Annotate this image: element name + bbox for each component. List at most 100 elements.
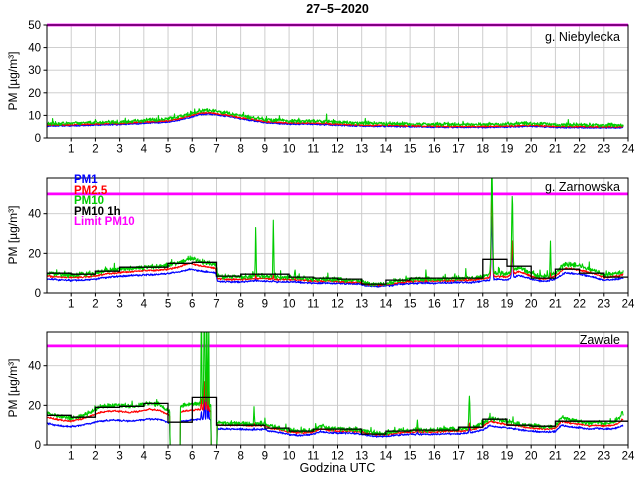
x-tick-label: 14 bbox=[380, 299, 393, 311]
x-tick-label: 6 bbox=[189, 451, 195, 463]
x-tick-label: 13 bbox=[355, 451, 368, 463]
series-pm25-line bbox=[47, 362, 624, 445]
x-tick-label: 4 bbox=[141, 144, 148, 156]
x-tick-label: 24 bbox=[622, 299, 635, 311]
x-tick-label: 16 bbox=[428, 144, 441, 156]
x-tick-label: 23 bbox=[597, 144, 610, 156]
x-tick-label: 20 bbox=[525, 299, 538, 311]
x-tick-label: 5 bbox=[165, 451, 171, 463]
y-tick-label: 50 bbox=[28, 20, 41, 32]
x-tick-label: 21 bbox=[549, 299, 562, 311]
x-tick-label: 11 bbox=[307, 144, 319, 156]
x-tick-label: 14 bbox=[380, 451, 393, 463]
x-tick-label: 20 bbox=[525, 451, 538, 463]
y-axis-label-bottom: PM [µg/m³] bbox=[6, 358, 20, 418]
x-tick-label: 10 bbox=[283, 144, 296, 156]
x-tick-label: 15 bbox=[404, 299, 417, 311]
x-tick-label: 2 bbox=[92, 144, 98, 156]
x-tick-label: 14 bbox=[380, 144, 393, 156]
x-tick-label: 8 bbox=[237, 451, 243, 463]
y-tick-label: 20 bbox=[28, 400, 41, 412]
chart-title: 27–5–2020 bbox=[306, 2, 369, 16]
legend-item-pm10-1h: PM10 1h bbox=[74, 205, 121, 218]
x-tick-label: 5 bbox=[165, 299, 171, 311]
x-tick-label: 7 bbox=[213, 451, 219, 463]
y-tick-label: 20 bbox=[28, 88, 41, 100]
series-pm10-1h-step-line bbox=[47, 396, 628, 435]
y-tick-label: 10 bbox=[28, 110, 41, 122]
x-tick-label: 7 bbox=[213, 299, 219, 311]
x-tick-label: 11 bbox=[307, 451, 319, 463]
panel-0: 1 2 3 4 5 6 7 8 9 10 11 12 13 14 15 16 17 18 19 20 21 22 23 240… bbox=[28, 20, 635, 156]
series-pm1-line bbox=[47, 113, 624, 130]
x-tick-label: 3 bbox=[116, 299, 122, 311]
x-tick-label: 4 bbox=[141, 299, 148, 311]
x-tick-label: 6 bbox=[189, 299, 195, 311]
y-tick-label: 0 bbox=[35, 440, 41, 452]
x-tick-label: 5 bbox=[165, 144, 171, 156]
x-tick-label: 12 bbox=[331, 144, 344, 156]
panel-label-zarnowska: g. Zarnowska bbox=[544, 180, 620, 194]
x-axis-label: Godzina UTC bbox=[299, 461, 376, 475]
x-tick-label: 6 bbox=[189, 144, 195, 156]
y-tick-label: 0 bbox=[35, 288, 41, 300]
x-tick-label: 15 bbox=[404, 451, 417, 463]
x-tick-label: 12 bbox=[331, 451, 344, 463]
series-pm10-line bbox=[47, 332, 624, 445]
series-pm10-line bbox=[47, 108, 624, 128]
y-axis-label-middle: PM [µg/m³] bbox=[6, 205, 20, 265]
x-tick-label: 3 bbox=[116, 144, 122, 156]
x-tick-label: 12 bbox=[331, 299, 344, 311]
x-tick-label: 3 bbox=[116, 451, 122, 463]
x-tick-label: 10 bbox=[283, 451, 296, 463]
x-tick-label: 22 bbox=[573, 451, 586, 463]
x-tick-label: 18 bbox=[476, 144, 489, 156]
panel-1: 1 2 3 4 5 6 7 8 9 10 11 12 13 14 15 16 17 18 19 20 21 22 23 240… bbox=[28, 177, 635, 311]
y-tick-label: 40 bbox=[28, 43, 41, 55]
x-tick-label: 23 bbox=[597, 299, 610, 311]
x-tick-label: 13 bbox=[355, 144, 368, 156]
x-tick-label: 22 bbox=[573, 299, 586, 311]
x-tick-label: 1 bbox=[68, 451, 74, 463]
y-tick-label: 40 bbox=[28, 361, 41, 373]
x-tick-label: 9 bbox=[262, 451, 268, 463]
x-tick-label: 11 bbox=[307, 299, 319, 311]
x-tick-label: 1 bbox=[68, 144, 74, 156]
x-tick-label: 24 bbox=[622, 144, 635, 156]
x-tick-label: 1 bbox=[68, 299, 74, 311]
x-tick-label: 20 bbox=[525, 144, 538, 156]
x-tick-label: 16 bbox=[428, 451, 441, 463]
series-pm1-line bbox=[47, 216, 624, 288]
x-tick-label: 21 bbox=[549, 144, 562, 156]
y-tick-label: 20 bbox=[28, 248, 41, 260]
y-axis-label-top: PM [µg/m³] bbox=[6, 51, 20, 111]
x-tick-label: 9 bbox=[262, 299, 268, 311]
x-tick-label: 9 bbox=[262, 144, 268, 156]
y-tick-label: 40 bbox=[28, 209, 41, 221]
x-tick-label: 17 bbox=[452, 299, 465, 311]
x-tick-label: 15 bbox=[404, 144, 417, 156]
y-tick-label: 0 bbox=[35, 133, 41, 145]
x-tick-label: 2 bbox=[92, 299, 98, 311]
x-tick-label: 8 bbox=[237, 299, 243, 311]
panel-2: 1 2 3 4 5 6 7 8 9 10 11 12 13 14 15 16 17 18 19 20 21 22 23 240… bbox=[28, 331, 635, 463]
x-tick-label: 19 bbox=[501, 144, 514, 156]
legend-item-pm10: PM10 bbox=[74, 195, 105, 207]
x-tick-label: 19 bbox=[501, 451, 514, 463]
panel-label-zawale: Zawale bbox=[579, 333, 620, 347]
y-tick-label: 30 bbox=[28, 65, 41, 77]
x-tick-label: 13 bbox=[355, 299, 368, 311]
x-tick-label: 8 bbox=[237, 144, 243, 156]
x-tick-label: 22 bbox=[573, 144, 586, 156]
legend: PM1 PM2.5 PM10 PM10 1h Limit PM10 bbox=[74, 175, 135, 228]
series-pm10-line bbox=[47, 178, 624, 287]
x-tick-label: 24 bbox=[622, 451, 635, 463]
x-tick-label: 2 bbox=[92, 451, 98, 463]
series-pm10-1h-step-line bbox=[47, 258, 628, 285]
x-tick-label: 16 bbox=[428, 299, 441, 311]
x-tick-label: 18 bbox=[476, 299, 489, 311]
legend-item-pm25: PM2.5 bbox=[74, 184, 108, 197]
x-tick-label: 19 bbox=[501, 299, 514, 311]
x-tick-label: 23 bbox=[597, 451, 610, 463]
